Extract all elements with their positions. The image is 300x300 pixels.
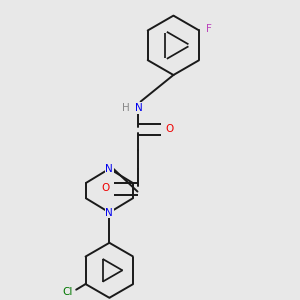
Text: Cl: Cl (63, 287, 73, 297)
Text: F: F (206, 24, 212, 34)
Text: H: H (122, 103, 130, 113)
Text: N: N (106, 208, 113, 218)
Text: O: O (166, 124, 174, 134)
Text: N: N (106, 164, 113, 174)
Text: O: O (101, 183, 110, 193)
Text: N: N (135, 103, 142, 113)
